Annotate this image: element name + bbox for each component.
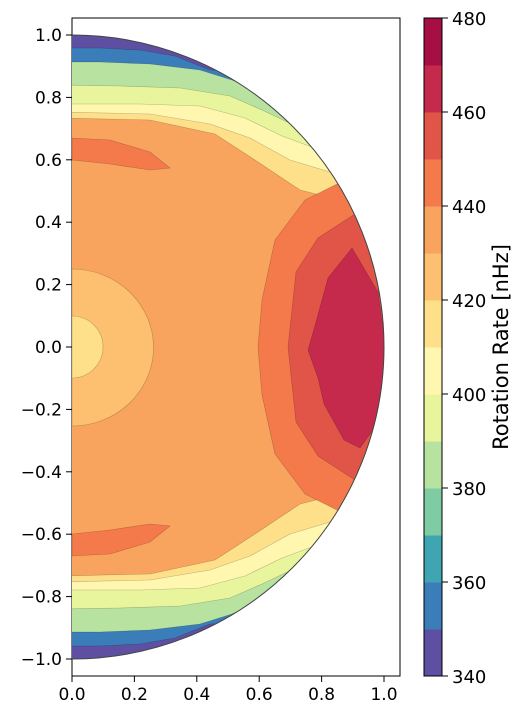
north-tongue	[72, 137, 171, 171]
colorbar-swatch	[424, 441, 442, 489]
colorbar-tick-label: 480	[452, 9, 486, 30]
colorbar-swatches	[424, 18, 442, 677]
equatorial-maximum	[307, 247, 384, 449]
colorbar-frame	[423, 17, 443, 677]
y-tick-label: 0.8	[35, 88, 62, 108]
colorbar-swatch	[424, 629, 442, 677]
colorbar-swatch	[424, 253, 442, 301]
colorbar-tick-label: 420	[452, 291, 486, 312]
colorbar-tick-label: 400	[452, 385, 486, 406]
x-axis: 0.0 0.2 0.4 0.6 0.8 1.0	[58, 676, 398, 705]
y-tick-label: −0.4	[21, 463, 62, 483]
colorbar-swatch	[424, 112, 442, 160]
colorbar: 480 460 440 420 400 380 360 340 Rotation Rate […	[423, 9, 513, 688]
y-tick-label: 0.2	[35, 276, 62, 296]
colorbar-swatch	[424, 582, 442, 630]
y-tick-label: −0.2	[21, 400, 62, 420]
y-tick-label: 0.4	[35, 213, 62, 233]
y-tick-label: 1.0	[35, 26, 62, 46]
core-region	[72, 268, 154, 427]
colorbar-tick-label: 340	[452, 667, 486, 688]
y-tick-label: 0.6	[35, 151, 62, 171]
colorbar-ticks: 480 460 440 420 400 380 360 340	[442, 9, 486, 688]
y-axis: 1.0 0.8 0.6 0.4 0.2 0.0 −0.2 −0.4 −0.6 −0.8 −1.0	[21, 26, 72, 670]
y-tick-label: 0.0	[35, 338, 62, 358]
colorbar-swatch	[424, 300, 442, 348]
y-tick-label: −1.0	[21, 650, 62, 670]
colorbar-swatch	[424, 488, 442, 536]
colorbar-label: Rotation Rate [nHz]	[489, 244, 513, 450]
x-tick-label: 0.6	[246, 685, 273, 705]
colorbar-tick-label: 360	[452, 573, 486, 594]
colorbar-tick-label: 380	[452, 479, 486, 500]
colorbar-swatch	[424, 347, 442, 395]
colorbar-swatch	[424, 65, 442, 113]
x-tick-label: 0.0	[58, 685, 85, 705]
colorbar-tick-label: 440	[452, 197, 486, 218]
south-tongue	[72, 523, 171, 557]
y-tick-label: −0.8	[21, 588, 62, 608]
colorbar-swatch	[424, 535, 442, 583]
x-tick-label: 0.4	[183, 685, 210, 705]
colorbar-tick-label: 460	[452, 103, 486, 124]
y-tick-label: −0.6	[21, 525, 62, 545]
colorbar-swatch	[424, 159, 442, 207]
colorbar-swatch	[424, 18, 442, 66]
inner-core-region	[72, 315, 104, 379]
x-tick-label: 1.0	[370, 685, 397, 705]
surface-outline	[71, 34, 385, 660]
x-tick-label: 0.8	[308, 685, 335, 705]
x-tick-label: 0.2	[121, 685, 148, 705]
colorbar-swatch	[424, 206, 442, 254]
colorbar-swatch	[424, 394, 442, 442]
